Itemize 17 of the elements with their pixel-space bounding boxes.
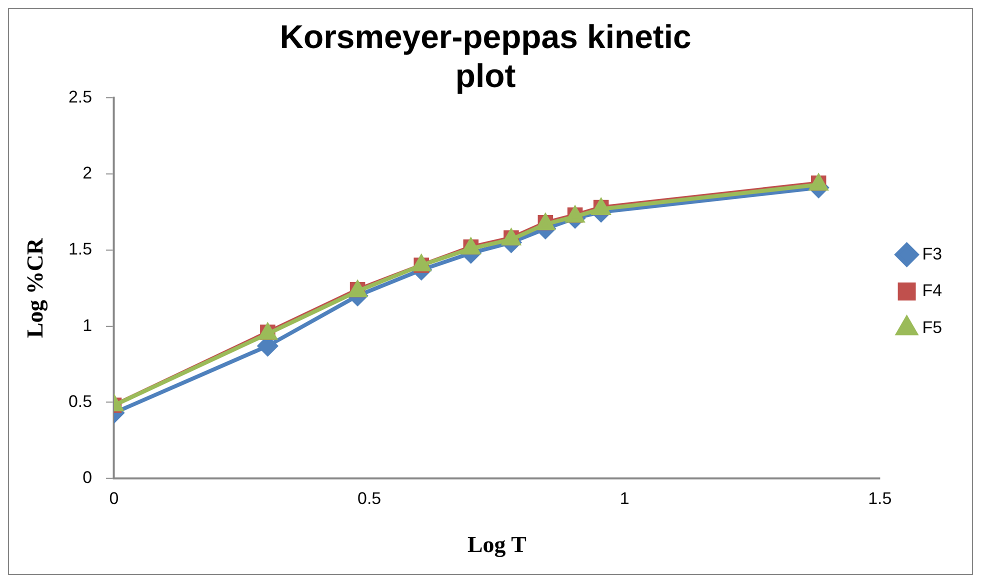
x-tick-label: 1.5 bbox=[868, 489, 892, 508]
legend-label: F3 bbox=[922, 244, 942, 264]
y-tick-label: 0 bbox=[82, 468, 92, 488]
x-tick-label: 1 bbox=[620, 489, 630, 508]
y-axis-title: Log %CR bbox=[22, 238, 49, 338]
y-tick-label: 2 bbox=[82, 164, 92, 183]
y-tick-label: 2.5 bbox=[68, 88, 92, 107]
legend-label: F5 bbox=[922, 318, 942, 338]
x-tick-label: 0 bbox=[109, 489, 119, 508]
x-tick-label: 0.5 bbox=[358, 489, 382, 508]
x-axis-title: Log T bbox=[468, 532, 526, 558]
text: plot bbox=[455, 57, 516, 94]
y-tick-label: 0.5 bbox=[68, 392, 92, 411]
legend-label: F4 bbox=[922, 281, 942, 300]
y-tick-label: 1 bbox=[82, 316, 92, 335]
text: Korsmeyer-peppas kinetic bbox=[280, 18, 692, 55]
y-tick-label: 1.5 bbox=[68, 240, 92, 259]
